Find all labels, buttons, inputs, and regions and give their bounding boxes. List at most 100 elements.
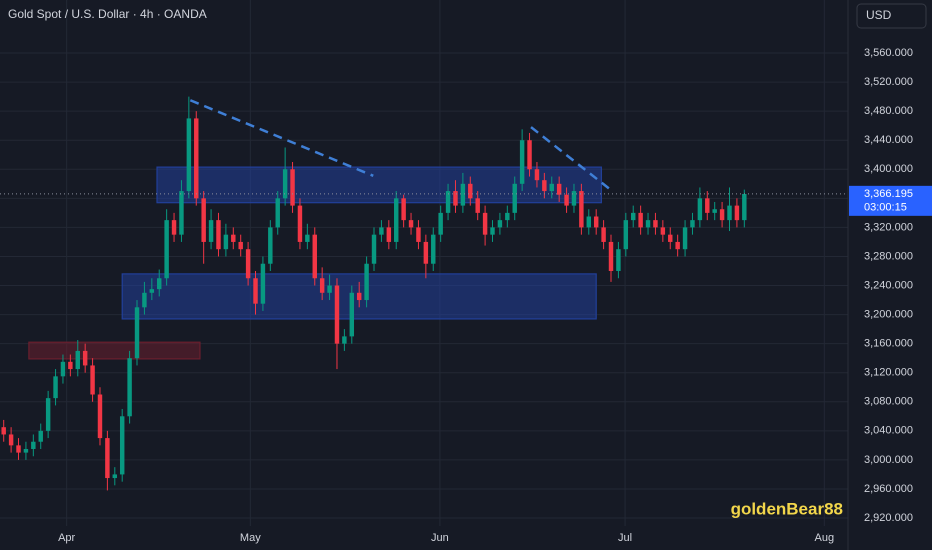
candle-body [638,212,643,228]
candle-body [31,441,36,449]
candle-body [112,474,118,479]
candle-body [668,234,673,242]
candle-body [75,350,80,370]
candle-body [238,241,243,250]
x-tick-label: Jun [431,532,449,544]
candle-body [490,227,495,235]
candle-body [253,278,258,304]
candle-body [216,220,221,250]
plot [0,0,848,526]
candle-body [453,191,458,206]
candle-body [194,118,199,199]
candle-body [438,212,443,235]
candle-body [601,227,606,242]
y-tick-label: 3,240.000 [864,279,913,291]
candle-body [690,220,695,228]
x-tick-label: May [240,532,261,544]
candle-body [505,212,510,221]
candle-body [727,205,732,221]
y-tick-label: 3,320.000 [864,221,913,233]
candle-body [519,140,525,184]
candle-body [379,227,384,235]
zone [28,341,201,360]
candle-body [149,289,155,293]
candle-body [312,234,317,279]
currency-button[interactable] [856,3,927,29]
candle-body [334,285,340,344]
zone [156,166,602,204]
y-tick-label: 3,160.000 [864,338,913,350]
candle-body [342,336,347,344]
candle-body [631,212,636,221]
candle-body [23,448,29,453]
candle-body [356,292,362,301]
y-tick-label: 3,120.000 [864,367,913,379]
last-price-box [849,185,932,216]
candle-body [660,227,666,235]
candle-body [497,220,503,228]
y-tick-label: 3,480.000 [864,105,913,117]
y-tick-label: 3,560.000 [864,47,913,59]
last-price-label: 3,366.195 [864,188,913,200]
candle-body [164,220,169,279]
candle-body [105,438,110,479]
candle-body [623,220,629,250]
candle-body [290,169,295,206]
candle-body [53,376,58,399]
candle-body [16,445,21,453]
candle-body [394,198,399,242]
candle-body [460,183,466,206]
candle-body [171,220,177,235]
currency-label[interactable]: USD [866,8,892,22]
candle-body [408,220,414,228]
candle-body [542,180,547,192]
candle-body [579,191,584,228]
candle-body [208,220,214,242]
candle-body [97,394,103,439]
candle-body [705,198,710,213]
candle-body [1,427,6,435]
candle-body [416,227,421,242]
y-tick-label: 3,520.000 [864,76,913,88]
countdown: 03:00:15 [864,202,907,214]
candle-body [231,234,236,242]
y-tick-label: 3,400.000 [864,163,913,175]
candle-body [201,198,206,242]
candle-body [127,358,132,417]
candle-body [675,241,680,250]
candle-body [364,263,369,301]
y-tick-label: 3,040.000 [864,425,913,437]
y-tick-label: 3,080.000 [864,396,913,408]
candle-body [712,209,717,213]
y-tick-label: 3,440.000 [864,134,913,146]
candle-body [401,198,406,221]
candle-body [734,205,740,221]
candle-body [349,292,355,337]
candle-body [468,183,473,199]
candle-body [549,183,554,192]
candle-body [38,430,43,442]
candle-body [282,169,288,199]
y-tick-label: 3,280.000 [864,250,913,262]
candle-body [268,227,273,264]
y-tick-label: 2,960.000 [864,483,913,495]
candle-body [431,234,436,264]
candle-body [319,278,325,293]
candle-body [586,216,592,228]
candle-body [45,398,51,431]
candle-body [186,118,192,192]
chart-title: Gold Spot / U.S. Dollar · 4h · OANDA [8,7,207,21]
candle-body [119,416,125,475]
candle-body [157,278,162,290]
candle-body [134,307,140,359]
candle-body [512,183,517,213]
candle-body [327,285,332,293]
candle-body [534,169,540,181]
candle-body [556,183,562,195]
candle-body [82,350,88,366]
candle-body [475,198,480,213]
candle-body [68,361,73,370]
candle-body [142,292,147,308]
candle-body [608,241,614,271]
